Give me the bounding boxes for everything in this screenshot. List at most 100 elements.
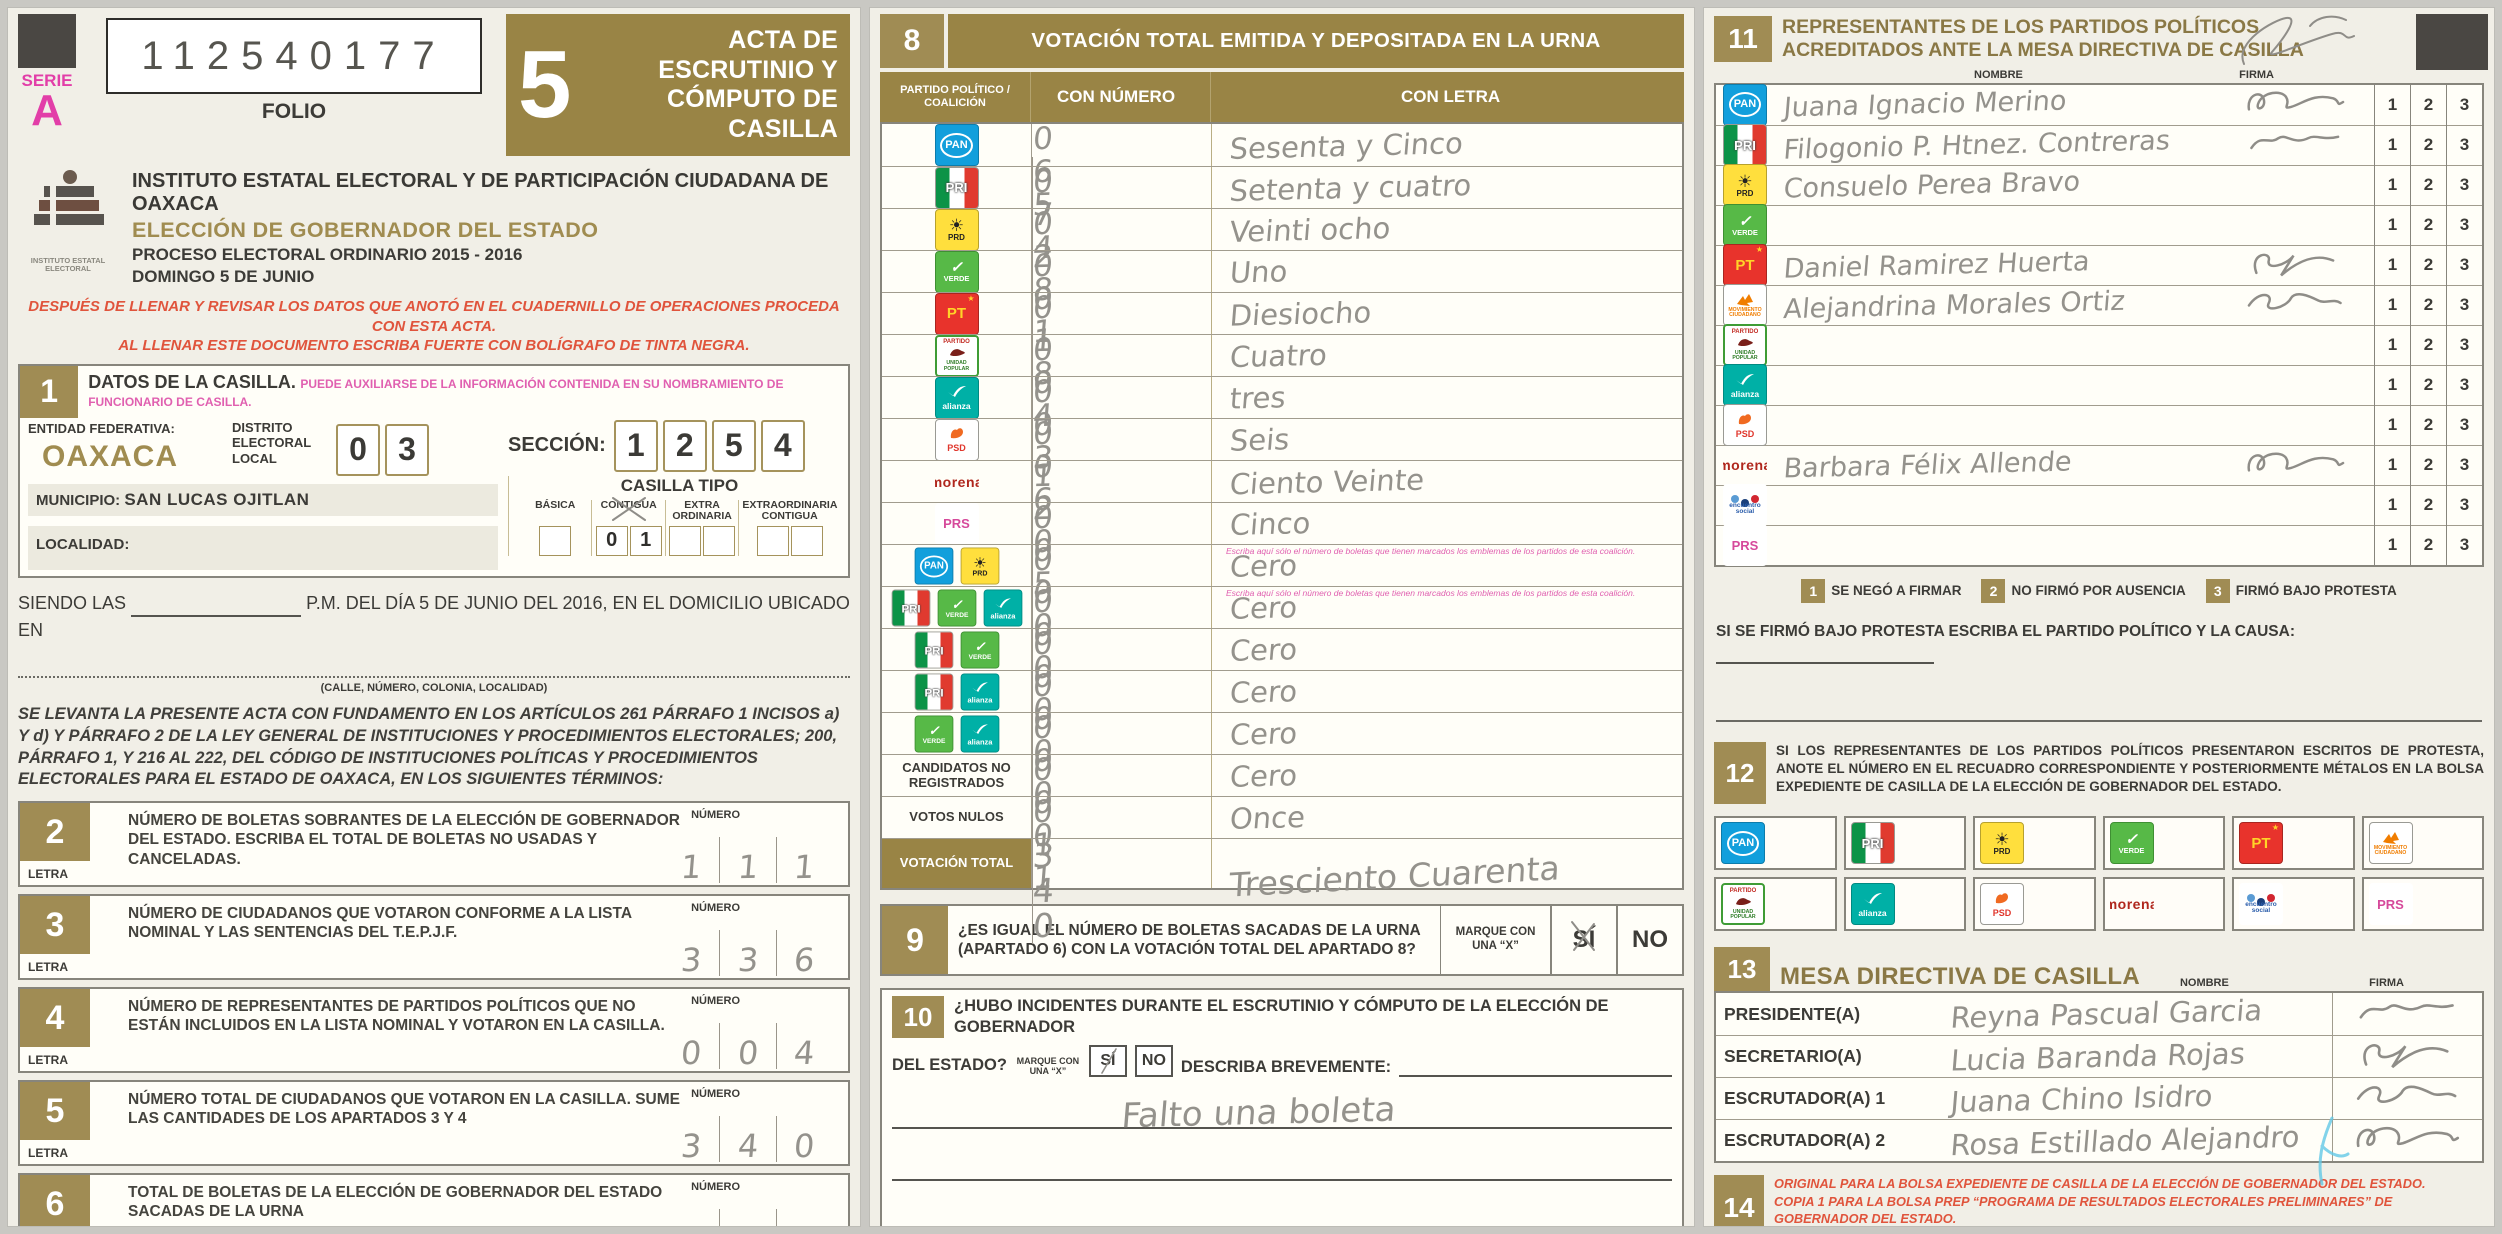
representative-row-psd: PSD 1 2 3 <box>1716 404 2482 447</box>
representative-name: Barbara Félix Allende <box>1774 446 2244 484</box>
serie-block: SERIE A <box>18 14 96 164</box>
handwriting: 3 <box>679 1126 704 1166</box>
section-1-hint: PUEDE AUXILIARSE DE LA INFORMACIÓN CONTE… <box>88 377 784 409</box>
official-role: SECRETARIO(A) <box>1724 1046 1862 1067</box>
code-cell-1: 1 <box>2374 445 2410 486</box>
representative-row-alianza: alianza 1 2 3 <box>1716 364 2482 407</box>
alianza-swoosh-icon <box>970 680 989 696</box>
section-10-number: 10 <box>892 996 944 1039</box>
pt-logo-label: PT <box>1735 256 1755 274</box>
write-line-3 <box>892 1181 1672 1226</box>
count-box-number: 2 <box>20 803 90 862</box>
representative-row-pup: PARTIDO UNIDAD POPULAR 1 2 3 <box>1716 324 2482 367</box>
seccion-digit: 5 <box>711 419 756 472</box>
section-10-yes-box: SÍ <box>1088 1044 1127 1077</box>
handwriting: 0 <box>1031 583 1054 621</box>
con-letra-cell: Seis <box>1212 419 1682 460</box>
official-signature <box>2332 1120 2482 1162</box>
section-10-marque: MARQUE CON UNA “X” <box>1016 1056 1080 1076</box>
party-cell: ★ PT <box>882 292 1032 335</box>
count-box-text: NÚMERO DE REPRESENTANTES DE PARTIDOS POL… <box>128 998 665 1035</box>
prs-party-logo-icon: PRS <box>1723 524 1767 567</box>
col-partido: PARTIDO POLÍTICO / COALICIÓN <box>900 83 1010 109</box>
protest-box-encuentro: encuentro social <box>2232 877 2355 932</box>
verde-logo-label: VERDE <box>922 735 945 744</box>
con-letra-cell: Escriba aquí sólo el número de boletas q… <box>1212 587 1682 628</box>
protest-box-psd: PSD <box>1973 877 2096 932</box>
code-cell-1: 1 <box>2374 125 2410 166</box>
con-letra-cell: Tresciento Cuarenta <box>1212 839 1682 904</box>
section-9-yes: SÍ <box>1572 926 1596 953</box>
code-cell-2: 2 <box>2410 125 2446 166</box>
tipo-boxes <box>742 525 837 556</box>
digit-slot: 0 <box>1032 617 1055 653</box>
protest-box-alianza: alianza <box>1843 877 1966 932</box>
distrito-digit: 0 <box>336 423 380 476</box>
section-1-title: DATOS DE LA CASILLA. <box>88 372 296 392</box>
x-mark <box>607 494 651 529</box>
stray-signature <box>2214 12 2364 77</box>
prd-logo-label: ☀ <box>972 553 987 571</box>
handwriting: 3 <box>736 940 760 980</box>
seccion-digit: 2 <box>662 419 707 472</box>
letra-label: LETRA <box>28 1146 68 1161</box>
ieepco-logo-icon: INSTITUTO ESTATAL ELECTORAL <box>18 168 118 287</box>
pan-party-logo-icon: PAN <box>1723 83 1767 126</box>
prd-logo-label: PRD <box>1993 846 2011 856</box>
prd-party-logo-icon: ☀ PRD <box>934 208 979 251</box>
signature <box>2244 253 2348 282</box>
representative-row-prd: ☀ PRD Consuelo Perea Bravo 1 2 3 <box>1716 164 2482 207</box>
party-cell: PARTIDO UNIDAD POPULAR <box>882 334 1032 377</box>
count-box-4: 4 NÚMERO DE REPRESENTANTES DE PARTIDOS PO… <box>18 987 850 1074</box>
numero-label: NÚMERO <box>691 995 740 1008</box>
pt-logo-label: PT <box>2251 834 2271 852</box>
slash-mark <box>1101 1048 1117 1074</box>
logo-caption: INSTITUTO ESTATAL ELECTORAL <box>30 256 106 274</box>
pup-emblem-icon <box>1736 335 1754 351</box>
party-cell: PRI <box>882 166 1032 209</box>
handwriting: 0 <box>1031 163 1054 201</box>
code-cell-2: 2 <box>2410 84 2446 125</box>
official-role: PRESIDENTE(A) <box>1724 1003 1861 1024</box>
tipo-box: 0 <box>595 525 628 556</box>
code-cell-3: 3 <box>2446 445 2482 486</box>
party-cell: PRS <box>1716 524 1774 567</box>
pri-logo-label: PRI <box>1734 137 1756 153</box>
code-cell-3: 3 <box>2446 165 2482 206</box>
mesa-row: ESCRUTADOR(A) 1 Juana Chino Isidro <box>1716 1077 2482 1120</box>
votes-table: PAN 0 6 5 Sesenta y Cinco PRI 0 7 4 Setenta y cua… <box>880 121 1684 945</box>
section-12: 12 SI LOS REPRESENTANTES DE LOS PARTIDOS… <box>1714 742 2484 805</box>
digit-slot: 0 <box>1032 743 1055 779</box>
verde-party-logo-icon: ✓ VERDE <box>1723 204 1767 247</box>
digit-slot: 6 <box>1032 154 1055 190</box>
handwriting: Reyna Pascual Garcia <box>1949 993 2264 1035</box>
right-column: 11 REPRESENTANTES DE LOS PARTIDOS POLÍTI… <box>1703 7 2495 1227</box>
signature <box>2244 452 2348 482</box>
digit-slot: 7 <box>1032 197 1055 233</box>
code-cell-2: 2 <box>2410 525 2446 566</box>
tipo-box: 1 <box>629 525 662 556</box>
handwriting: 4 <box>792 1033 817 1073</box>
official-name: Lucia Baranda Rojas <box>1949 1036 2332 1077</box>
digit-slot: 0 <box>664 1023 719 1072</box>
representative-row-pan: PAN Juana Ignacio Merino 1 2 3 <box>1716 83 2482 126</box>
coalition-logos: PAN ☀ PRD <box>912 545 1002 587</box>
digit-slot: 0 <box>1031 374 1054 410</box>
official-signature <box>2332 993 2482 1036</box>
handwriting: 4 <box>736 1220 759 1226</box>
pup-logo-label: PARTIDO <box>1729 887 1757 894</box>
party-cell: MOVIMIENTO CIUDADANO <box>1716 284 1774 327</box>
legend-text: SE NEGÓ A FIRMAR <box>1831 583 1962 599</box>
representative-name: Alejandrina Morales Ortiz <box>1774 286 2244 325</box>
protest-box-pt: ★ PT <box>2232 816 2355 871</box>
digit-slot: 0 <box>1031 626 1054 662</box>
section-9: 9 ¿ES IGUAL EL NÚMERO DE BOLETAS SACADAS… <box>880 904 1684 976</box>
votes-row: PAN 0 6 5 Sesenta y Cinco <box>882 121 1682 223</box>
